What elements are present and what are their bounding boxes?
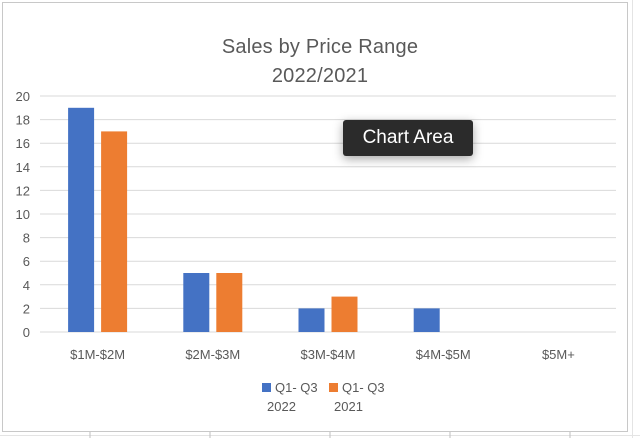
y-tick-label: 8 xyxy=(23,231,30,246)
chart-subtitle: 2022/2021 xyxy=(271,65,369,87)
chart-title: Sales by Price Range xyxy=(221,36,419,58)
x-tick-label: $1M-$2M xyxy=(70,347,125,362)
y-tick-label: 16 xyxy=(16,136,30,151)
x-tick-label: $2M-$3M xyxy=(185,347,240,362)
bar-2021-0[interactable] xyxy=(101,131,128,332)
bar-2022-2[interactable] xyxy=(298,308,325,332)
legend-label-year: 2021 xyxy=(334,399,363,414)
legend-label: Q1- Q3 xyxy=(342,380,385,395)
x-tick-label: $3M-$4M xyxy=(301,347,356,362)
y-tick-label: 4 xyxy=(23,278,30,293)
y-tick-label: 6 xyxy=(23,254,30,269)
legend-label: Q1- Q3 xyxy=(275,380,318,395)
y-tick-label: 20 xyxy=(16,89,30,104)
legend-swatch-2021 xyxy=(329,383,338,392)
legend-swatch-2022 xyxy=(262,383,271,392)
y-tick-label: 2 xyxy=(23,301,30,316)
y-tick-label: 0 xyxy=(23,325,30,340)
bar-2021-2[interactable] xyxy=(331,296,358,332)
bar-2022-1[interactable] xyxy=(183,273,210,332)
y-tick-label: 14 xyxy=(16,160,30,175)
bar-2021-1[interactable] xyxy=(216,273,243,332)
y-tick-label: 18 xyxy=(16,113,30,128)
chart-area-tooltip: Chart Area xyxy=(343,120,473,156)
bar-2022-3[interactable] xyxy=(413,308,440,332)
sheet-gridline xyxy=(632,0,633,438)
sheet-gridline xyxy=(0,435,640,436)
x-tick-label: $5M+ xyxy=(542,347,575,362)
legend-label-year: 2022 xyxy=(267,399,296,414)
y-tick-label: 12 xyxy=(16,183,30,198)
y-tick-label: 10 xyxy=(16,207,30,222)
x-tick-label: $4M-$5M xyxy=(416,347,471,362)
bar-2022-0[interactable] xyxy=(68,107,95,332)
